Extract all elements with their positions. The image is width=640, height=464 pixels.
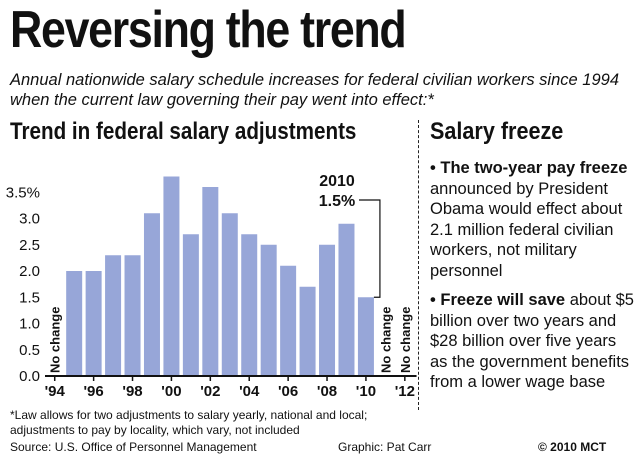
annotation-year: 2010 [319, 173, 355, 190]
graphic-credit: Graphic: Pat Carr [338, 440, 432, 454]
bar-07 [299, 286, 316, 376]
y-tick-label: 0.5 [19, 342, 40, 359]
source-credit: Source: U.S. Office of Personnel Managem… [10, 440, 257, 454]
bullet-2-text: about $5 billion over two years and $28 … [430, 291, 634, 391]
x-tick-label: '04 [239, 383, 260, 400]
y-tick-label: 1.0 [19, 316, 40, 333]
x-axis-ticks: '94 '96 '98 '00 '02 '04 '06 '08 '10 '12 [45, 376, 415, 400]
bar-01 [182, 234, 199, 376]
no-change-label: No change [378, 307, 393, 373]
x-tick-label: '06 [278, 383, 298, 400]
y-tick-label: 2.5 [19, 237, 40, 254]
sidebar-title: Salary freeze [430, 118, 564, 145]
bar-09 [338, 223, 355, 376]
bar-95 [66, 271, 83, 376]
bar-02 [202, 187, 219, 376]
x-tick-label: '94 [45, 383, 66, 400]
bar-06 [280, 265, 297, 376]
y-axis-ticks: 0.0 0.5 1.0 1.5 2.0 2.5 3.0 3.5% [6, 184, 40, 385]
annotation-leader-line [359, 199, 381, 298]
bar-10 [357, 297, 374, 376]
bar-00 [163, 176, 180, 376]
y-tick-label: 0.0 [19, 368, 40, 385]
y-tick-label: 3.5% [6, 184, 40, 201]
bullet-2-bold: • Freeze will save [430, 291, 566, 309]
x-tick-label: '02 [200, 383, 220, 400]
bar-05 [260, 244, 277, 376]
annotation-2010: 2010 1.5% [319, 173, 381, 298]
x-tick-label: '10 [356, 383, 376, 400]
page-subtitle: Annual nationwide salary schedule increa… [10, 71, 619, 109]
section-divider [418, 120, 419, 410]
y-tick-label: 2.0 [19, 263, 40, 280]
footnote: *Law allows for two adjustments to salar… [10, 408, 368, 437]
annotation-value: 1.5% [319, 193, 355, 210]
bar-08 [319, 244, 336, 376]
bar-98 [124, 255, 141, 376]
bar-99 [143, 213, 160, 376]
bullet-1-bold: • The two-year pay freeze [430, 159, 628, 177]
y-tick-label: 3.0 [19, 211, 40, 228]
no-change-labels: No change No change No change [48, 307, 413, 373]
chart-title: Trend in federal salary adjustments [10, 118, 357, 145]
bar-96 [85, 271, 102, 376]
bar-97 [105, 255, 122, 376]
x-tick-label: '12 [395, 383, 415, 400]
salary-bar-chart: 0.0 0.5 1.0 1.5 2.0 2.5 3.0 3.5% '94 '96 '98 '00 '0… [6, 173, 417, 400]
no-change-label: No change [48, 307, 63, 373]
sidebar-bullet-2: • Freeze will save about $5 billion over… [430, 290, 635, 393]
sidebar-bullet-1: • The two-year pay freeze announced by P… [430, 158, 635, 281]
x-tick-label: '96 [83, 383, 103, 400]
bar-04 [241, 234, 258, 376]
page-title: Reversing the trend [10, 1, 407, 59]
y-tick-label: 1.5 [19, 289, 40, 306]
x-tick-label: '98 [122, 383, 142, 400]
copyright: © 2010 MCT [538, 440, 607, 454]
bar-03 [221, 213, 238, 376]
x-tick-label: '08 [317, 383, 337, 400]
no-change-label: No change [398, 307, 413, 373]
x-tick-label: '00 [161, 383, 181, 400]
bullet-1-text: announced by President Obama would effec… [430, 179, 623, 280]
bars [66, 176, 374, 376]
